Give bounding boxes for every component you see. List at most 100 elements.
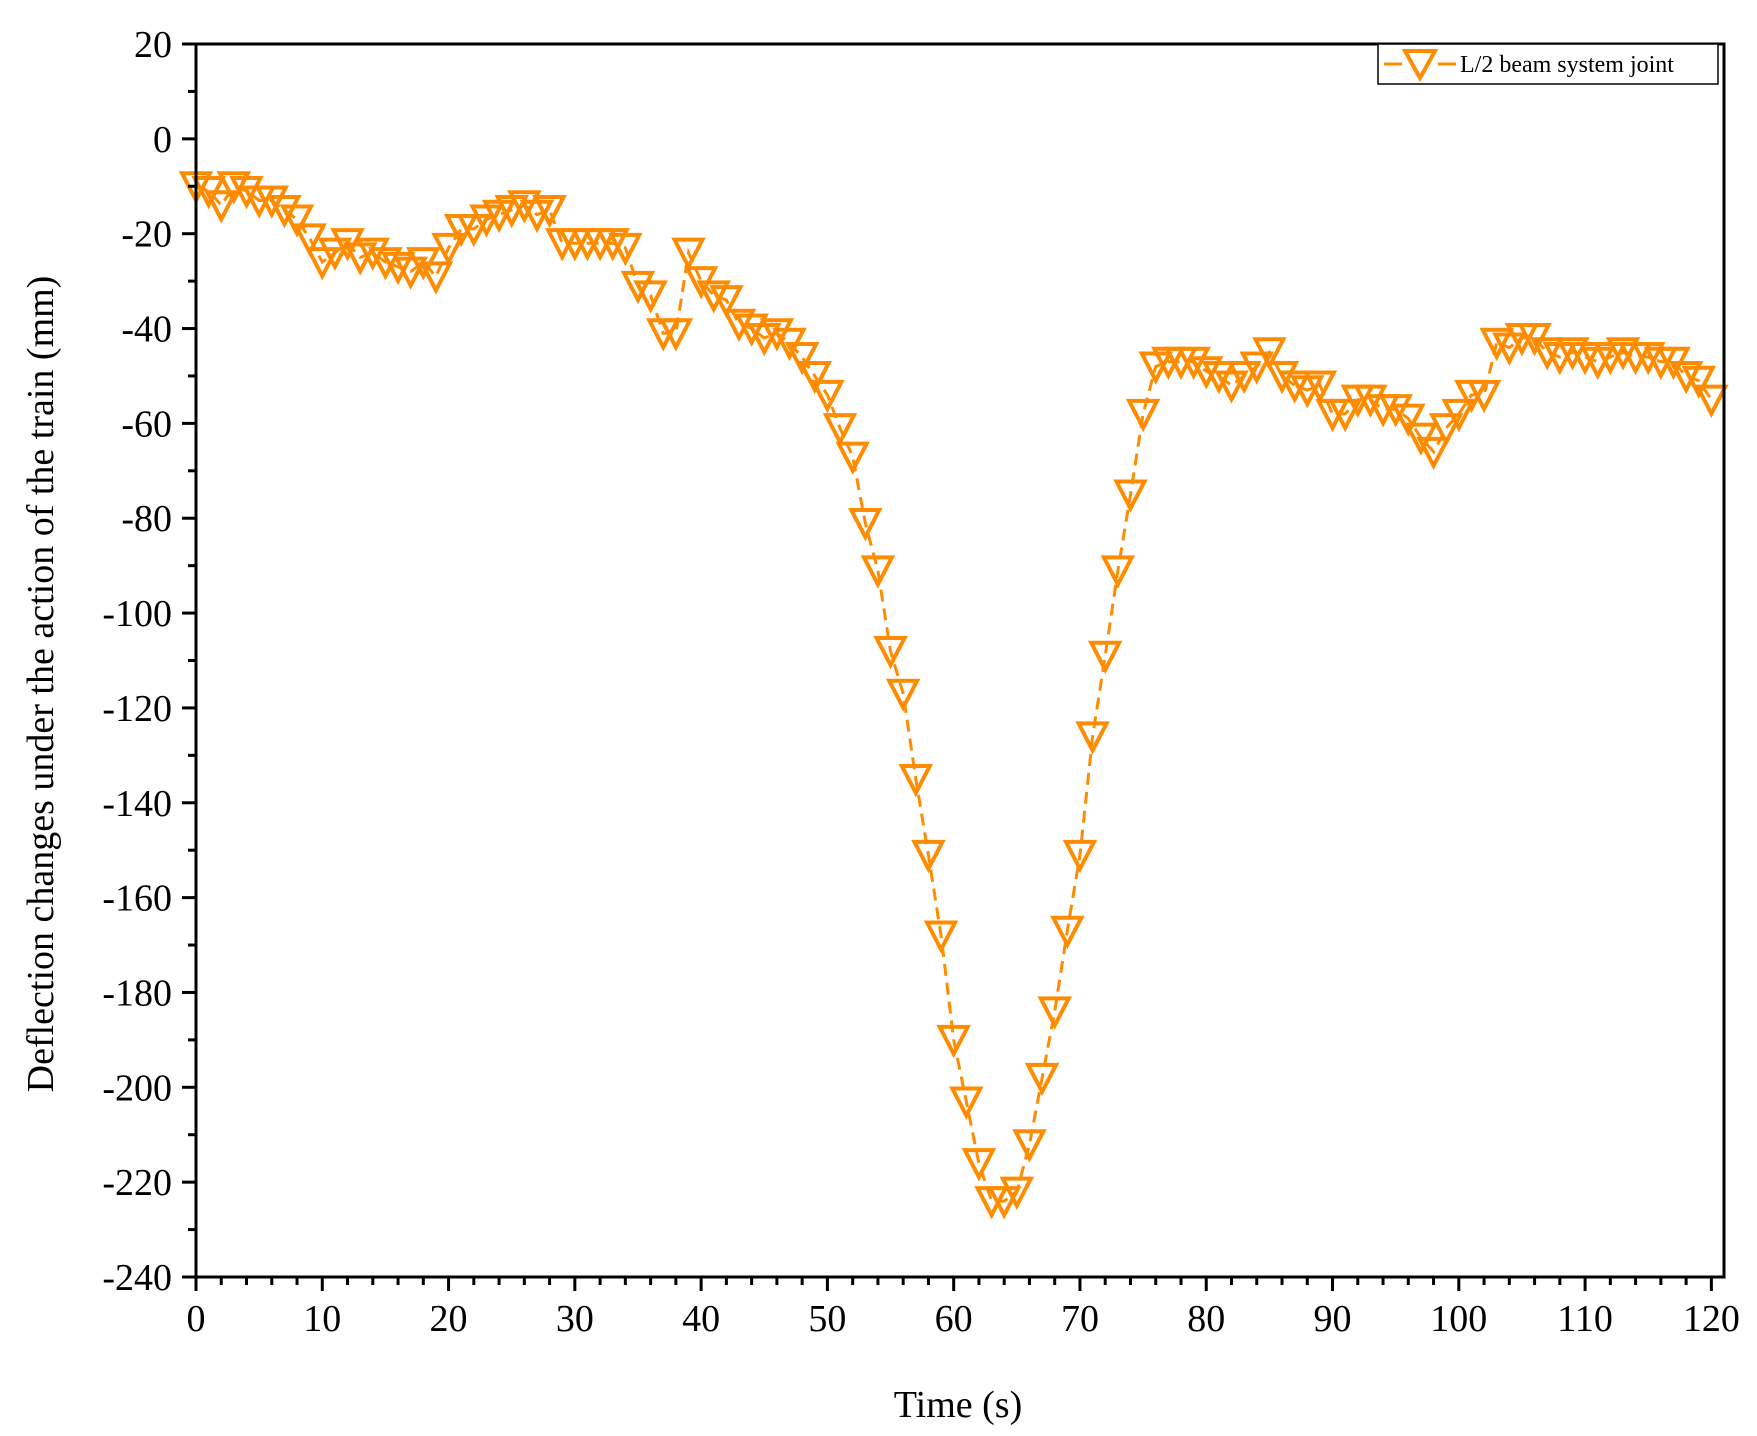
data-point-marker [1012, 1129, 1047, 1163]
data-point-marker [860, 555, 896, 589]
data-point-marker [254, 185, 290, 219]
data-point-marker [292, 223, 327, 257]
y-tick-label: -20 [121, 214, 172, 256]
x-tick-label: 110 [1557, 1298, 1613, 1340]
data-point-marker [784, 341, 820, 376]
data-point-marker [216, 171, 252, 205]
data-point-marker [911, 839, 946, 874]
data-point-marker [1062, 839, 1098, 874]
ticks-layer: 0 10 20 30 40 50 60 70 80 90 100 110 120 20 0 -20 -40 -60… [102, 24, 1740, 1340]
data-point-marker [936, 1024, 971, 1059]
data-point-marker [368, 247, 403, 281]
y-tick-label: -100 [102, 593, 172, 635]
data-point-marker [885, 678, 921, 713]
data-point-marker [203, 190, 239, 224]
y-tick-label: 20 [134, 24, 172, 66]
data-point-marker [1075, 721, 1110, 755]
data-point-marker [317, 237, 353, 272]
data-point-marker [949, 1086, 984, 1120]
data-point-marker [1555, 337, 1590, 371]
data-point-marker [1100, 555, 1136, 589]
data-point-marker [1492, 332, 1527, 366]
x-tick-label: 30 [556, 1298, 594, 1340]
data-point-marker [507, 190, 542, 224]
y-tick-label: -200 [102, 1067, 172, 1109]
data-point-marker [1605, 337, 1641, 371]
y-tick-label: -60 [121, 403, 172, 445]
x-tick-label: 70 [1061, 1298, 1099, 1340]
data-point-marker [721, 308, 757, 343]
data-point-marker [1302, 370, 1338, 404]
data-point-marker [1479, 327, 1514, 362]
data-point-marker [1050, 915, 1085, 950]
data-point-marker [734, 313, 769, 347]
data-point-marker [1239, 351, 1275, 385]
data-point-marker [759, 318, 795, 352]
data-point-marker [709, 285, 744, 319]
data-point-marker [810, 379, 845, 414]
data-point-marker [1087, 640, 1123, 675]
data-point-marker [1252, 337, 1287, 371]
x-tick-label: 10 [303, 1298, 341, 1340]
y-tick-label: -120 [102, 688, 172, 730]
data-point-marker [229, 176, 264, 210]
data-point-marker [797, 360, 833, 395]
data-point-marker [620, 270, 656, 305]
data-point-marker [923, 920, 959, 954]
y-tick-label: -240 [102, 1257, 172, 1299]
y-tick-label: -140 [102, 783, 172, 825]
data-point-marker [1214, 370, 1249, 404]
data-point-marker [304, 247, 340, 281]
data-point-marker [961, 1148, 997, 1182]
data-point-marker [1353, 384, 1388, 419]
x-axis-title: Time (s) [894, 1384, 1022, 1426]
data-point-marker [986, 1186, 1022, 1220]
x-tick-label: 0 [187, 1298, 206, 1340]
data-point-marker [1024, 1062, 1060, 1097]
data-point-marker [1441, 398, 1477, 433]
data-point-marker [633, 280, 668, 314]
data-point-marker [658, 318, 694, 352]
data-point-marker [822, 413, 858, 447]
data-point-marker [696, 280, 732, 314]
legend: L/2 beam system joint [1377, 43, 1719, 85]
data-point-marker [671, 237, 706, 272]
legend-marker-icon [1401, 49, 1439, 83]
data-point-marker [1694, 384, 1729, 419]
data-point-marker [1277, 370, 1312, 404]
y-axis-title: Deflection changes under the action of t… [20, 276, 62, 1093]
data-point-marker [380, 251, 416, 286]
data-point-marker [279, 204, 315, 238]
y-tick-label: 0 [153, 119, 172, 161]
data-point-marker [1264, 360, 1300, 395]
data-point-marker [595, 228, 631, 262]
data-point-marker [1327, 398, 1363, 433]
x-tick-label: 60 [935, 1298, 973, 1340]
x-tick-label: 20 [430, 1298, 468, 1340]
data-point-marker [1378, 394, 1413, 428]
data-point-marker [1391, 403, 1426, 437]
data-point-marker [355, 237, 391, 272]
data-point-marker [873, 636, 908, 670]
x-tick-label: 50 [808, 1298, 846, 1340]
x-tick-label: 100 [1430, 1298, 1487, 1340]
data-point-marker [1466, 379, 1502, 414]
x-tick-label: 40 [682, 1298, 720, 1340]
data-point-marker [267, 194, 302, 229]
data-point-marker [1176, 346, 1211, 381]
series-line [195, 184, 1713, 1203]
legend-label: L/2 beam system joint [1460, 52, 1674, 78]
x-tick-label: 80 [1187, 1298, 1225, 1340]
data-point-marker [1428, 413, 1464, 447]
data-point-marker [1668, 360, 1704, 395]
y-tick-label: -220 [102, 1162, 172, 1204]
data-point-marker [1567, 341, 1603, 376]
data-point-marker [608, 232, 643, 267]
data-point-marker [1529, 337, 1565, 371]
data-point-marker [999, 1176, 1035, 1210]
x-tick-label: 120 [1683, 1298, 1740, 1340]
data-point-marker [1226, 360, 1262, 395]
data-point-marker [847, 507, 883, 542]
